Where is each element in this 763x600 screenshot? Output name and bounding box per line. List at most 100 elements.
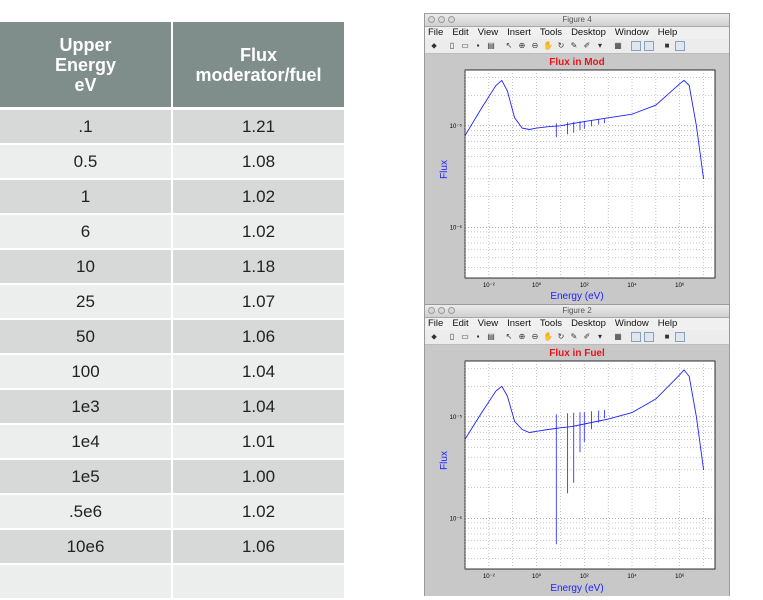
hide-tools-icon[interactable]: ■ bbox=[664, 41, 670, 50]
menu-item-insert[interactable]: Insert bbox=[507, 318, 531, 329]
upper-energy-cell: 1e3 bbox=[0, 389, 173, 425]
flux-ratio-cell: 1.02 bbox=[172, 179, 344, 215]
data-cursor-icon[interactable]: ✎ bbox=[570, 332, 578, 341]
plot-area: Flux in Fuel Flux Energy (eV) 10⁻² 10⁰ 10²… bbox=[425, 345, 729, 596]
dropdown-icon[interactable]: ▾ bbox=[597, 41, 602, 50]
table-row: 100 1.04 bbox=[0, 354, 344, 390]
print-icon[interactable]: ▤ bbox=[487, 332, 495, 341]
axes-box bbox=[464, 69, 716, 279]
print-icon[interactable]: ▤ bbox=[487, 41, 495, 50]
upper-energy-cell: .1 bbox=[0, 108, 173, 145]
menu-item-insert[interactable]: Insert bbox=[507, 27, 531, 38]
menu-item-edit[interactable]: Edit bbox=[452, 318, 469, 329]
save-icon[interactable]: ▪ bbox=[476, 41, 480, 50]
show-tools-icon[interactable] bbox=[675, 332, 685, 342]
header-flux-ratio: Flux moderator/fuel bbox=[172, 22, 344, 110]
menu-item-view[interactable]: View bbox=[477, 318, 499, 329]
new-figure-icon[interactable]: ▯ bbox=[449, 41, 455, 50]
open-icon[interactable]: ▭ bbox=[461, 41, 469, 50]
zoom-out-icon[interactable]: ⊖ bbox=[531, 41, 539, 50]
pointer-icon[interactable]: ↖ bbox=[505, 41, 513, 50]
rotate-icon[interactable]: ↻ bbox=[557, 332, 565, 341]
brush-icon[interactable]: ✐ bbox=[583, 41, 591, 50]
save-icon[interactable]: ▪ bbox=[476, 332, 480, 341]
menu-item-window[interactable]: Window bbox=[614, 27, 649, 38]
menu-item-tools[interactable]: Tools bbox=[539, 27, 563, 38]
flux-ratio-cell: 1.04 bbox=[172, 389, 344, 425]
x-tick-label: 10⁰ bbox=[532, 573, 542, 580]
flux-fuel-chart: 10⁻² 10⁰ 10² 10⁴ 10⁶ 10⁻⁵ 10⁻⁶ bbox=[450, 360, 716, 580]
y-tick-label: 10⁻⁵ bbox=[450, 414, 463, 421]
flux-ratio-cell: 1.07 bbox=[172, 284, 344, 320]
dropdown-icon[interactable]: ▾ bbox=[597, 332, 602, 341]
menu-item-file[interactable]: File bbox=[428, 318, 444, 329]
x-tick-label: 10⁻² bbox=[483, 283, 495, 289]
flux-ratio-cell: 1.21 bbox=[172, 108, 344, 145]
menu-item-window[interactable]: Window bbox=[614, 318, 649, 329]
x-tick-label: 10⁰ bbox=[532, 282, 542, 289]
pointer-icon[interactable]: ↖ bbox=[505, 332, 513, 341]
upper-energy-cell: 10 bbox=[0, 249, 173, 285]
menu-item-desktop[interactable]: Desktop bbox=[571, 27, 606, 38]
colorbar-icon[interactable] bbox=[631, 332, 641, 342]
window-titlebar[interactable]: Figure 4 bbox=[425, 14, 729, 27]
colorbar-icon[interactable] bbox=[631, 41, 641, 51]
flux-curve bbox=[464, 79, 705, 179]
table-row: 1e3 1.04 bbox=[0, 389, 344, 425]
x-tick-label: 10⁻² bbox=[483, 574, 495, 580]
minimize-icon[interactable] bbox=[438, 307, 445, 314]
plot-title: Flux in Fuel bbox=[549, 348, 605, 359]
menu-item-help[interactable]: Help bbox=[657, 27, 678, 38]
y-tick-label: 10⁻⁶ bbox=[450, 224, 463, 231]
close-icon[interactable] bbox=[428, 307, 435, 314]
flux-ratio-cell: 1.18 bbox=[172, 249, 344, 285]
window-titlebar[interactable]: Figure 2 bbox=[425, 305, 729, 318]
upper-energy-cell: 10e6 bbox=[0, 529, 173, 565]
menu-item-desktop[interactable]: Desktop bbox=[571, 318, 606, 329]
link-icon[interactable]: ▦ bbox=[614, 332, 622, 341]
menu-item-tools[interactable]: Tools bbox=[539, 318, 563, 329]
rotate-icon[interactable]: ↻ bbox=[557, 41, 565, 50]
legend-icon[interactable] bbox=[644, 332, 654, 342]
pan-icon[interactable]: ✋ bbox=[543, 41, 553, 50]
arrow-icon[interactable]: ⬥ bbox=[431, 41, 437, 50]
x-axis-label: Energy (eV) bbox=[550, 291, 604, 302]
y-tick-label: 10⁻⁶ bbox=[450, 515, 463, 522]
flux-ratio-cell: 1.08 bbox=[172, 144, 344, 180]
menu-item-view[interactable]: View bbox=[477, 27, 499, 38]
zoom-icon[interactable] bbox=[448, 307, 455, 314]
hide-tools-icon[interactable]: ■ bbox=[664, 332, 670, 341]
figure-window-top[interactable]: Figure 4 File Edit View Insert Tools Desktop W… bbox=[424, 13, 730, 304]
show-tools-icon[interactable] bbox=[675, 41, 685, 51]
zoom-in-icon[interactable]: ⊕ bbox=[518, 41, 526, 50]
x-tick-label: 10⁴ bbox=[627, 573, 637, 580]
legend-icon[interactable] bbox=[644, 41, 654, 51]
toolbar: ⬥ ▯ ▭ ▪ ▤ ↖ ⊕ ⊖ ✋ ↻ ✎ ✐ ▾ ▦ ■ bbox=[425, 39, 729, 54]
new-figure-icon[interactable]: ▯ bbox=[449, 332, 455, 341]
x-tick-label: 10⁴ bbox=[627, 282, 637, 289]
minimize-icon[interactable] bbox=[438, 16, 445, 23]
upper-energy-cell: 100 bbox=[0, 354, 173, 390]
menu-item-file[interactable]: File bbox=[428, 27, 444, 38]
arrow-icon[interactable]: ⬥ bbox=[431, 332, 437, 341]
flux-ratio-cell bbox=[172, 564, 344, 600]
close-icon[interactable] bbox=[428, 16, 435, 23]
pan-icon[interactable]: ✋ bbox=[543, 332, 553, 341]
data-cursor-icon[interactable]: ✎ bbox=[570, 41, 578, 50]
flux-curve bbox=[464, 369, 705, 470]
x-tick-label: 10² bbox=[580, 283, 589, 289]
table-row: .5e6 1.02 bbox=[0, 494, 344, 530]
brush-icon[interactable]: ✐ bbox=[583, 332, 591, 341]
zoom-icon[interactable] bbox=[448, 16, 455, 23]
figure-window-bottom[interactable]: Figure 2 File Edit View Insert Tools Desktop W… bbox=[424, 304, 730, 596]
table-row: 1e5 1.00 bbox=[0, 459, 344, 495]
menu-item-help[interactable]: Help bbox=[657, 318, 678, 329]
flux-ratio-cell: 1.06 bbox=[172, 529, 344, 565]
table-row: 1e4 1.01 bbox=[0, 424, 344, 460]
open-icon[interactable]: ▭ bbox=[461, 332, 469, 341]
axes-box bbox=[464, 360, 716, 570]
link-icon[interactable]: ▦ bbox=[614, 41, 622, 50]
zoom-in-icon[interactable]: ⊕ bbox=[518, 332, 526, 341]
menu-item-edit[interactable]: Edit bbox=[452, 27, 469, 38]
zoom-out-icon[interactable]: ⊖ bbox=[531, 332, 539, 341]
